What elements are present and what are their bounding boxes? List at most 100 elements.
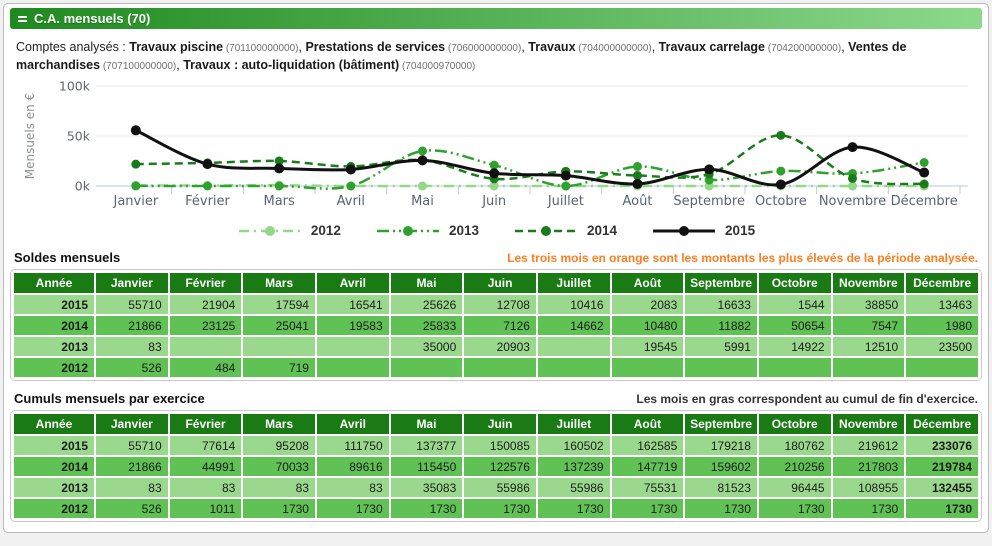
value-cell: 55710 bbox=[96, 295, 168, 314]
y-tick-label: 0k bbox=[75, 179, 91, 194]
column-header: Octobre bbox=[758, 273, 831, 293]
value-cell: 10416 bbox=[537, 295, 610, 314]
data-point-2015 bbox=[704, 164, 715, 175]
data-point-2014 bbox=[848, 173, 857, 183]
legend-item-2013: 2013 bbox=[375, 223, 479, 238]
table-row-2015: 2015 55710 21904 17594 16541 25626 12708 10416 2… bbox=[14, 295, 978, 314]
year-cell: 2014 bbox=[14, 316, 94, 335]
value-cell: 12510 bbox=[832, 337, 905, 356]
value-cell: 89616 bbox=[316, 457, 389, 476]
value-cell: 132455 bbox=[906, 478, 978, 497]
value-cell: 35000 bbox=[390, 337, 463, 356]
value-cell: 83 bbox=[169, 478, 242, 497]
value-cell: 70033 bbox=[243, 457, 315, 476]
value-cell: 21904 bbox=[169, 295, 242, 314]
header-row: Année Janvier Février Mars Avril Mai Juin Juill… bbox=[14, 273, 978, 293]
value-cell bbox=[537, 337, 610, 356]
value-cell: 10480 bbox=[611, 316, 684, 335]
chart-legend: 2012 2013 2014 2015 bbox=[10, 223, 982, 238]
x-month-label: Juin bbox=[481, 194, 506, 209]
orange-note: Les trois mois en orange sont les montan… bbox=[507, 251, 978, 265]
value-cell bbox=[243, 337, 315, 356]
value-cell: 11882 bbox=[685, 316, 757, 335]
column-header: Année bbox=[14, 414, 94, 434]
value-cell: 55986 bbox=[464, 478, 536, 497]
panel-header[interactable]: C.A. mensuels (70) bbox=[10, 8, 982, 29]
chart-area: 0k 50k 100k Mensuels en € Janvier Février Mars… bbox=[10, 79, 982, 217]
x-month-label: Octobre bbox=[755, 194, 807, 209]
value-cell: 111750 bbox=[316, 436, 389, 455]
value-cell: 526 bbox=[96, 358, 168, 377]
data-point-2015 bbox=[847, 142, 858, 153]
value-cell: 23500 bbox=[906, 337, 978, 356]
data-point-2013 bbox=[489, 160, 499, 170]
soldes-title: Soldes mensuels bbox=[14, 250, 121, 265]
year-cell: 2013 bbox=[14, 478, 94, 497]
value-cell: 484 bbox=[169, 358, 242, 377]
x-month-label: Mai bbox=[411, 194, 434, 209]
value-cell: 150085 bbox=[464, 436, 536, 455]
column-header: Septembre bbox=[685, 414, 757, 434]
value-cell: 147719 bbox=[611, 457, 684, 476]
value-cell: 83 bbox=[96, 337, 168, 356]
column-header: Octobre bbox=[758, 414, 831, 434]
value-cell: 75531 bbox=[611, 478, 684, 497]
collapse-icon[interactable] bbox=[18, 15, 27, 22]
value-cell: 25833 bbox=[390, 316, 463, 335]
account-name: Ventes de marchandises bbox=[16, 40, 907, 72]
panel-title: C.A. mensuels (70) bbox=[34, 11, 151, 26]
value-cell: 96445 bbox=[758, 478, 831, 497]
data-point-2015 bbox=[417, 155, 428, 166]
accounts-prefix: Comptes analysés : bbox=[16, 40, 130, 54]
value-cell: 5991 bbox=[685, 337, 757, 356]
value-cell: 219784 bbox=[906, 457, 978, 476]
data-point-2013 bbox=[776, 166, 786, 176]
account-name: Travaux bbox=[528, 40, 576, 54]
y-tick-label: 50k bbox=[67, 129, 91, 144]
x-month-label: Août bbox=[623, 194, 653, 209]
cumuls-table: Année Janvier Février Mars Avril Mai Juin Juill… bbox=[10, 410, 982, 522]
data-point-2013 bbox=[131, 181, 141, 191]
series-line-2014 bbox=[135, 134, 925, 186]
y-axis-label: Mensuels en € bbox=[23, 93, 37, 179]
value-cell: 13463 bbox=[906, 295, 978, 314]
value-cell: 20903 bbox=[464, 337, 536, 356]
account-number: (707100000000) bbox=[100, 60, 177, 72]
account-name: Travaux piscine bbox=[129, 40, 224, 54]
value-cell bbox=[316, 337, 389, 356]
data-point-2015 bbox=[560, 170, 571, 181]
value-cell: 1730 bbox=[537, 499, 610, 518]
value-cell: 526 bbox=[96, 499, 168, 518]
account-name: Travaux carrelage bbox=[658, 40, 765, 54]
column-header: Juillet bbox=[537, 273, 610, 293]
account-name: Prestations de services bbox=[305, 40, 446, 54]
series-line-2012 bbox=[135, 184, 925, 188]
data-point-2013 bbox=[274, 181, 284, 191]
value-cell: 38850 bbox=[832, 295, 905, 314]
data-point-2013 bbox=[203, 181, 212, 191]
column-header: Janvier bbox=[96, 414, 168, 434]
data-point-2015 bbox=[775, 179, 786, 190]
value-cell: 160502 bbox=[537, 436, 610, 455]
value-cell: 115450 bbox=[390, 457, 463, 476]
monthly-revenue-line-chart: 0k 50k 100k Mensuels en € Janvier Février Mars… bbox=[23, 79, 968, 209]
value-cell bbox=[611, 358, 684, 377]
x-month-label: Septembre bbox=[673, 194, 745, 209]
data-point-2015 bbox=[130, 125, 141, 136]
value-cell: 83 bbox=[243, 478, 315, 497]
x-month-label: Décembre bbox=[891, 194, 958, 209]
value-cell bbox=[758, 358, 831, 377]
legend-swatch-2014 bbox=[515, 225, 577, 236]
cumuls-title: Cumuls mensuels par exercice bbox=[14, 391, 205, 406]
account-number: (704000000000) bbox=[575, 43, 652, 54]
legend-label: 2012 bbox=[310, 223, 341, 238]
column-header: Mars bbox=[243, 414, 315, 434]
value-cell: 210256 bbox=[758, 457, 831, 476]
value-cell: 1730 bbox=[758, 499, 831, 518]
column-header: Septembre bbox=[685, 273, 757, 293]
series-line-2015 bbox=[135, 128, 925, 187]
header-row: Année Janvier Février Mars Avril Mai Juin Juill… bbox=[14, 414, 978, 434]
data-point-2013 bbox=[561, 181, 571, 191]
value-cell bbox=[390, 358, 463, 377]
legend-swatch-2015 bbox=[653, 225, 716, 236]
